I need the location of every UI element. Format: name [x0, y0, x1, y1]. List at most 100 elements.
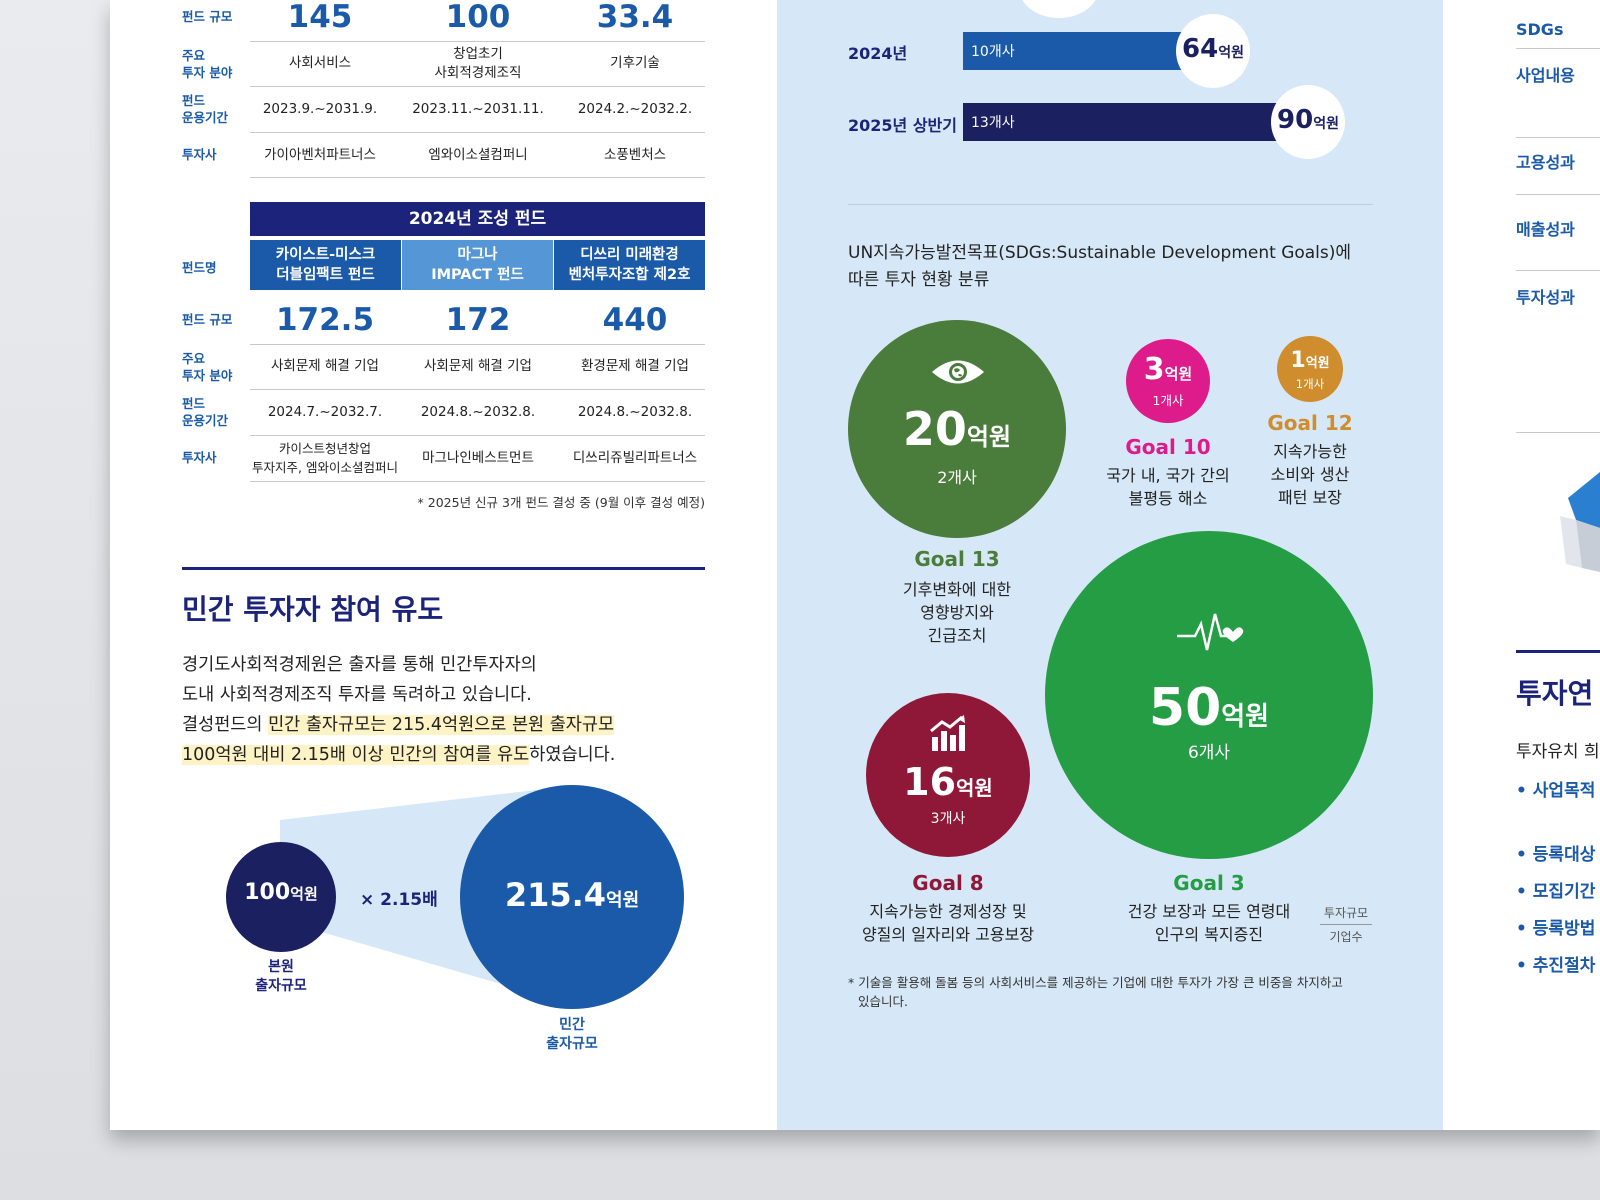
section-rule [182, 567, 705, 570]
fund-size-2024-3: 440 [602, 302, 668, 338]
fund-size-2024-1: 172.5 [275, 302, 375, 338]
row-label-investor: 투자사 [182, 147, 217, 162]
bar-2025: 13개사 [963, 103, 1293, 141]
right-divider [1516, 48, 1600, 49]
right-label-business: 사업내용 [1516, 66, 1575, 85]
private-investment-value: 215.4억원 [460, 876, 684, 914]
field-2024-1: 사회문제 해결 기업 [271, 358, 379, 374]
legend-companies: 기업수 [1329, 930, 1363, 944]
right-bullet: • 모집기간 [1516, 882, 1596, 902]
goal8-bubble [866, 693, 1030, 857]
goal12-desc: 지속가능한 소비와 생산 패턴 보장 [1270, 442, 1350, 507]
row-label-field: 주요 투자 분야 [182, 48, 233, 80]
amount-unit: 억원 [1164, 365, 1193, 383]
sdg-heading-line: UN지속가능발전목표(SDGs:Sustainable Development … [848, 243, 1352, 263]
table-divider [250, 132, 705, 133]
row-label-size: 펀드 규모 [182, 9, 233, 24]
investor-2024-2: 마그나인베스트먼트 [422, 450, 534, 466]
investor-1: 가이아벤처파트너스 [264, 147, 376, 163]
goal3-desc: 건강 보장과 모든 연령대 인구의 복지증진 [1127, 902, 1291, 944]
fund-name-3: 디쓰리 미래환경 벤처투자조합 제2호 [554, 240, 705, 290]
right-label-sales: 매출성과 [1516, 220, 1575, 239]
private-investment-circle [460, 785, 684, 1009]
section-paragraph: 경기도사회적경제원은 출자를 통해 민간투자자의 도내 사회적경제조직 투자를 … [182, 650, 722, 770]
paragraph-line: 결성펀드의 민간 출자규모는 215.4억원으로 본원 출자규모 [182, 710, 722, 740]
period-2024-2: 2024.8.~2032.8. [420, 404, 536, 420]
paragraph-text: 하였습니다. [529, 745, 616, 765]
right-label-investment: 투자성과 [1516, 288, 1575, 307]
fund-size-2: 100 [445, 0, 511, 35]
goal12-amount: 1억원 [1277, 348, 1343, 373]
amount-number: 50 [1148, 678, 1222, 738]
period-2024-1: 2024.7.~2032.7. [267, 404, 383, 420]
amount-number: 90 [1277, 105, 1314, 135]
goal13-bubble [848, 320, 1066, 538]
goal10-desc: 국가 내, 국가 간의 불평등 해소 [1106, 466, 1230, 508]
fund-size-3: 33.4 [596, 0, 674, 35]
field-2: 창업초기 사회적경제조직 [434, 46, 522, 81]
row-label-field: 주요 투자 분야 [182, 351, 233, 383]
amount-number: 3 [1143, 352, 1165, 387]
goal13-companies: 2개사 [937, 468, 977, 487]
field-2024-2: 사회문제 해결 기업 [424, 358, 532, 374]
paragraph-line: 경기도사회적경제원은 출자를 통해 민간투자자의 [182, 655, 537, 675]
goal12-title: Goal 12 [1267, 411, 1353, 435]
sdg-heading-line: 따른 투자 현황 분류 [848, 270, 990, 290]
goal8-title: Goal 8 [912, 871, 984, 895]
base-investment-circle [226, 842, 336, 952]
row-label-name: 펀드명 [182, 260, 217, 275]
goal8-amount: 16억원 [866, 760, 1030, 804]
goal8-desc: 지속가능한 경제성장 및 양질의 일자리와 고용보장 [861, 902, 1035, 944]
footnote-line: * 기술을 활용해 돌봄 등의 사회서비스를 제공하는 기업에 대한 투자가 가… [848, 975, 1343, 990]
amount-unit: 억원 [1218, 45, 1244, 61]
period-2: 2023.11.~2031.11. [412, 101, 544, 117]
investor-2024-1: 카이스트청년창업 투자지주, 엠와이소셜컴퍼니 [252, 441, 398, 475]
goal10-companies: 1개사 [1152, 393, 1184, 408]
multiplier-label: × 2.15배 [360, 890, 438, 910]
row-label-investor: 투자사 [182, 450, 217, 465]
base-value-number: 100 [244, 880, 291, 905]
right-divider [1516, 137, 1600, 138]
goal13-amount: 20억원 [848, 402, 1066, 456]
private-investment-label: 민간 출자규모 [546, 1017, 598, 1052]
goal3-companies: 6개사 [1187, 743, 1231, 763]
goal10-amount: 3억원 [1126, 352, 1210, 387]
bar-2024: 10개사 [963, 32, 1198, 70]
footnote-line: 있습니다. [858, 994, 908, 1009]
amount-number: 20 [902, 402, 967, 456]
amount-number: 1 [1290, 348, 1306, 373]
legend-amount: 투자규모 [1323, 906, 1369, 920]
investor-3: 소풍벤처스 [603, 147, 667, 163]
field-3: 기후기술 [610, 55, 660, 71]
highlight-text: 100억원 대비 2.15배 이상 민간의 참여를 유도 [182, 745, 530, 765]
right-subtext: 투자유치 희 [1516, 742, 1600, 762]
fund-size-1: 145 [287, 0, 353, 35]
goal12-bubble [1277, 336, 1343, 402]
right-divider [1516, 270, 1600, 271]
goal10-bubble [1126, 339, 1210, 423]
goal13-desc: 기후변화에 대한 영향방지와 긴급조치 [902, 580, 1012, 645]
building-illustration [1560, 472, 1600, 572]
base-value-unit: 억원 [290, 885, 318, 903]
goal3-title: Goal 3 [1173, 871, 1245, 895]
amount-unit: 억원 [966, 423, 1012, 451]
bar-amount-bubble: 64억원 [1176, 14, 1250, 88]
goal10-title: Goal 10 [1125, 435, 1211, 459]
right-bullet: • 추진절차 [1516, 956, 1596, 976]
private-value-unit: 억원 [606, 890, 640, 911]
table-divider [250, 389, 705, 390]
amount-unit: 억원 [1313, 116, 1339, 132]
fund-size-2024-2: 172 [445, 302, 511, 338]
bar-amount: 64억원 [1176, 34, 1250, 64]
fund-footnote: * 2025년 신규 3개 펀드 결성 중 (9월 이후 결성 예정) [417, 495, 705, 510]
base-investment-value: 100억원 [226, 880, 336, 905]
sdg-heading: UN지속가능발전목표(SDGs:Sustainable Development … [848, 240, 1351, 294]
paragraph-text: 결성펀드의 [182, 715, 269, 735]
bar-year-2024: 2024년 [848, 44, 908, 63]
paragraph-line: 100억원 대비 2.15배 이상 민간의 참여를 유도하였습니다. [182, 740, 722, 770]
amount-number: 16 [903, 760, 957, 804]
bar-companies: 13개사 [971, 115, 1015, 131]
table-divider [250, 481, 705, 482]
amount-unit: 억원 [1221, 702, 1270, 732]
period-1: 2023.9.~2031.9. [262, 101, 378, 117]
